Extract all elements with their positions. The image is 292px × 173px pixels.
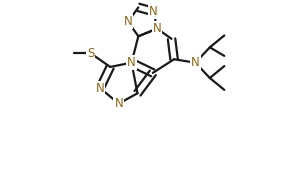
Text: N: N [114, 97, 123, 110]
Text: N: N [124, 15, 133, 28]
Text: N: N [127, 56, 136, 69]
Text: N: N [96, 82, 105, 95]
Text: N: N [149, 5, 158, 18]
Text: N: N [191, 56, 200, 69]
Text: N: N [153, 22, 161, 35]
Text: S: S [87, 47, 94, 60]
